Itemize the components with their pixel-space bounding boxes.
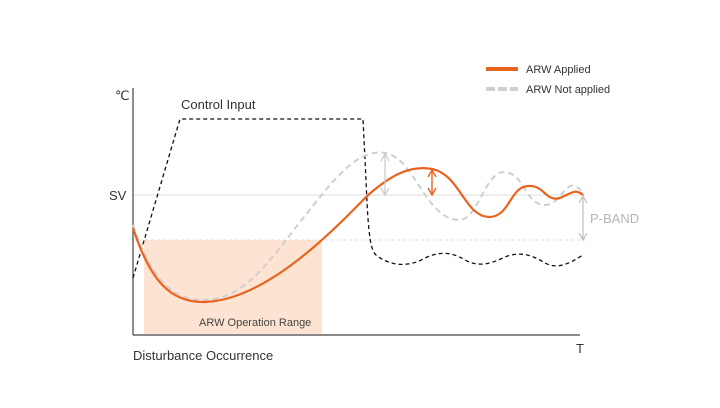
legend-not-applied-label: ARW Not applied [526,84,610,96]
overshoot-arrow-not-applied [380,152,390,197]
sv-label: SV [109,188,127,203]
overshoot-arrow-applied [427,168,437,197]
control-input-label: Control Input [181,97,256,112]
pband-arrow [578,194,588,242]
arw-range-label: ARW Operation Range [199,317,311,329]
arw-operation-zone [144,240,322,334]
legend-applied-label: ARW Applied [526,64,591,76]
disturbance-label: Disturbance Occurrence [133,348,273,363]
x-unit-label: T [576,341,584,356]
pband-label: P-BAND [590,211,639,226]
y-unit-label: ℃ [115,88,130,103]
control-input-curve [132,118,584,279]
